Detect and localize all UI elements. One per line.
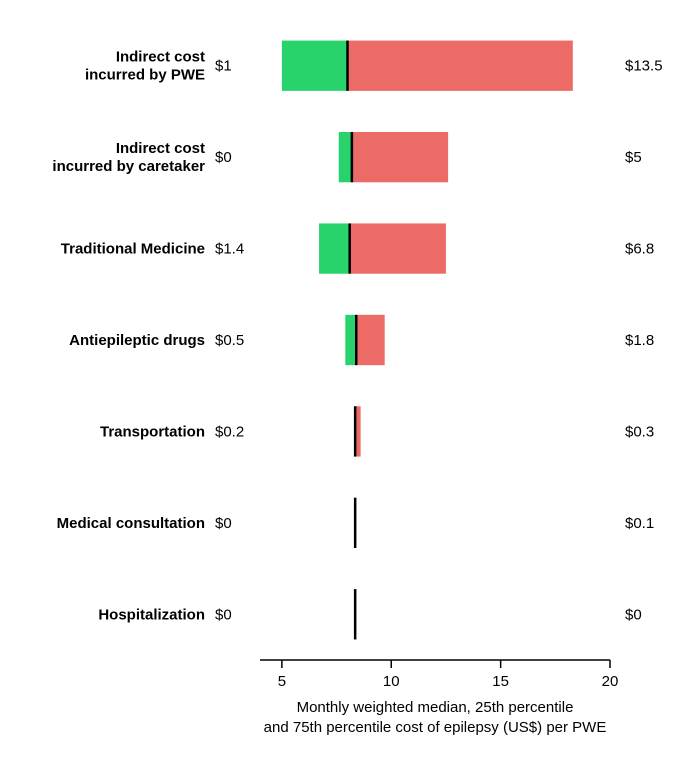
p25-label: $1.4 (215, 241, 244, 258)
x-tick-label: 10 (383, 673, 400, 690)
p25-label: $0.5 (215, 332, 244, 349)
bar-lower (282, 41, 348, 91)
bar-lower (345, 315, 356, 365)
category-label: Transportation (100, 423, 205, 440)
p75-label: $0.3 (625, 423, 654, 440)
p75-label: $0 (625, 606, 642, 623)
x-tick-label: 15 (492, 673, 509, 690)
category-label: Medical consultation (57, 515, 205, 532)
category-label: Traditional Medicine (61, 241, 205, 258)
bar-lower (339, 132, 352, 182)
category-label: Antiepileptic drugs (69, 332, 205, 349)
bar-lower (319, 223, 350, 273)
p25-label: $1 (215, 58, 232, 75)
p25-label: $0 (215, 149, 232, 166)
category-label: Indirect cost (116, 49, 205, 66)
cost-chart: Indirect costincurred by PWE$1$13.5Indir… (0, 0, 692, 760)
category-label: incurred by caretaker (52, 158, 205, 175)
p75-label: $6.8 (625, 241, 654, 258)
bar-upper (348, 41, 573, 91)
x-tick-label: 20 (602, 673, 619, 690)
p75-label: $13.5 (625, 58, 663, 75)
bar-upper (352, 132, 448, 182)
x-axis-label-2: and 75th percentile cost of epilepsy (US… (264, 719, 607, 736)
x-tick-label: 5 (278, 673, 286, 690)
p25-label: $0 (215, 606, 232, 623)
chart-svg: Indirect costincurred by PWE$1$13.5Indir… (0, 0, 692, 760)
p75-label: $0.1 (625, 515, 654, 532)
category-label: Indirect cost (116, 140, 205, 157)
bar-upper (356, 315, 384, 365)
p25-label: $0 (215, 515, 232, 532)
category-label: incurred by PWE (85, 67, 205, 84)
bar-upper (350, 223, 446, 273)
p25-label: $0.2 (215, 423, 244, 440)
p75-label: $5 (625, 149, 642, 166)
p75-label: $1.8 (625, 332, 654, 349)
x-axis-label-1: Monthly weighted median, 25th percentile (297, 699, 574, 716)
category-label: Hospitalization (98, 606, 205, 623)
